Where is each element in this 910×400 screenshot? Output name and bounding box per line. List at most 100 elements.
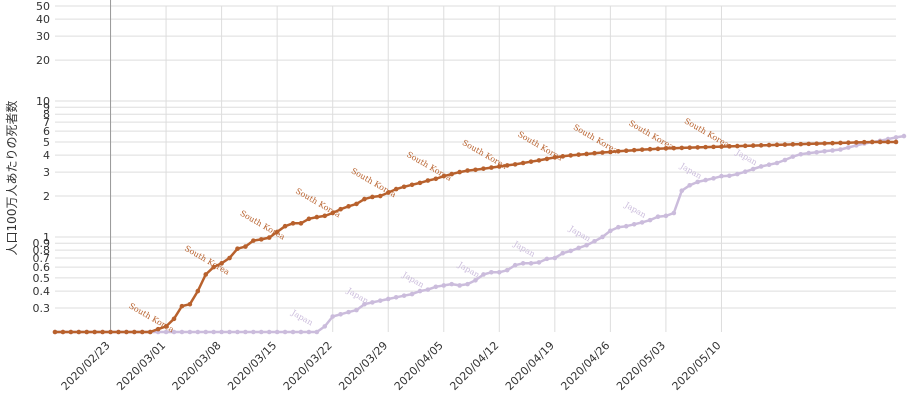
data-point	[489, 269, 494, 275]
data-point	[219, 329, 224, 335]
y-tick-label: 20	[36, 54, 50, 67]
data-point	[695, 145, 700, 150]
data-point	[616, 224, 621, 230]
data-point	[298, 221, 304, 226]
data-point	[211, 264, 216, 270]
data-point	[243, 329, 248, 335]
data-point	[679, 145, 685, 151]
data-point	[330, 210, 335, 216]
data-point	[60, 329, 66, 335]
data-point	[163, 324, 169, 329]
data-point	[370, 194, 375, 200]
data-point	[171, 316, 177, 322]
data-point	[758, 143, 764, 148]
data-point	[179, 329, 185, 335]
x-tick-label: 2020/04/19	[503, 339, 557, 393]
y-tick-label: 9	[43, 101, 50, 114]
data-point	[846, 145, 851, 150]
data-point	[235, 246, 240, 251]
data-point	[901, 133, 907, 139]
y-tick-label: 0.6	[33, 261, 51, 274]
data-point	[179, 303, 185, 309]
data-point	[306, 329, 312, 335]
data-point	[727, 173, 732, 179]
data-point	[639, 147, 645, 152]
y-tick-label: 30	[36, 30, 50, 43]
data-point	[830, 148, 835, 153]
data-point	[132, 329, 137, 335]
x-tick-label: 2020/03/08	[170, 339, 224, 393]
data-point	[409, 182, 415, 188]
data-point	[560, 154, 566, 159]
data-point	[489, 165, 494, 170]
data-point	[473, 167, 478, 173]
data-point	[354, 201, 359, 207]
x-tick-label: 2020/03/29	[336, 339, 390, 393]
data-point	[243, 244, 248, 249]
data-point	[147, 329, 153, 335]
data-point	[195, 329, 201, 335]
x-tick-label: 2020/05/10	[670, 339, 724, 393]
data-point	[647, 146, 653, 152]
data-point	[322, 213, 328, 219]
y-tick-label: 4	[43, 149, 50, 162]
data-point	[370, 300, 375, 305]
data-point	[155, 326, 161, 332]
data-point	[116, 329, 121, 335]
data-point	[647, 217, 653, 223]
data-point	[623, 148, 629, 154]
y-tick-label: 40	[36, 13, 50, 26]
data-point	[362, 301, 367, 307]
data-point	[417, 180, 423, 186]
data-point	[608, 228, 613, 234]
data-point	[338, 311, 343, 317]
data-point	[354, 307, 359, 313]
x-tick-label: 2020/04/05	[392, 339, 446, 393]
data-point	[742, 143, 748, 149]
data-point	[814, 141, 819, 146]
data-point	[893, 139, 899, 145]
data-point	[449, 171, 454, 177]
data-point	[735, 171, 740, 177]
data-point	[687, 182, 693, 188]
data-point	[417, 288, 423, 294]
data-point	[282, 223, 288, 229]
data-point	[362, 196, 367, 202]
data-point	[195, 288, 201, 294]
series-label: South Korea	[683, 117, 731, 150]
data-point	[671, 210, 677, 216]
data-point	[481, 272, 486, 277]
data-point	[608, 149, 613, 155]
data-point	[536, 158, 542, 163]
y-tick-label: 5	[43, 136, 50, 149]
y-tick-label: 3	[43, 166, 50, 179]
data-point	[790, 142, 796, 147]
grid	[55, 5, 896, 332]
data-point	[544, 156, 550, 162]
data-point	[68, 329, 74, 335]
data-point	[877, 139, 883, 145]
data-point	[504, 267, 510, 273]
data-point	[163, 329, 169, 335]
data-point	[298, 329, 304, 335]
y-tick-label: 8	[43, 108, 50, 121]
data-point	[838, 147, 843, 152]
data-point	[568, 153, 574, 158]
data-point	[552, 155, 558, 160]
data-point	[774, 160, 780, 166]
data-point	[346, 204, 351, 209]
data-point	[592, 150, 597, 156]
data-point	[782, 142, 788, 147]
series-label: Japan	[289, 308, 314, 328]
data-point	[544, 256, 550, 262]
data-point	[822, 148, 827, 154]
data-point	[385, 296, 391, 302]
data-point	[592, 238, 597, 244]
series-label: South Korea	[350, 166, 398, 199]
data-point	[52, 329, 58, 335]
y-tick-label: 7	[43, 116, 50, 129]
x-tick-label: 2020/03/22	[281, 339, 335, 393]
data-point	[600, 234, 605, 240]
